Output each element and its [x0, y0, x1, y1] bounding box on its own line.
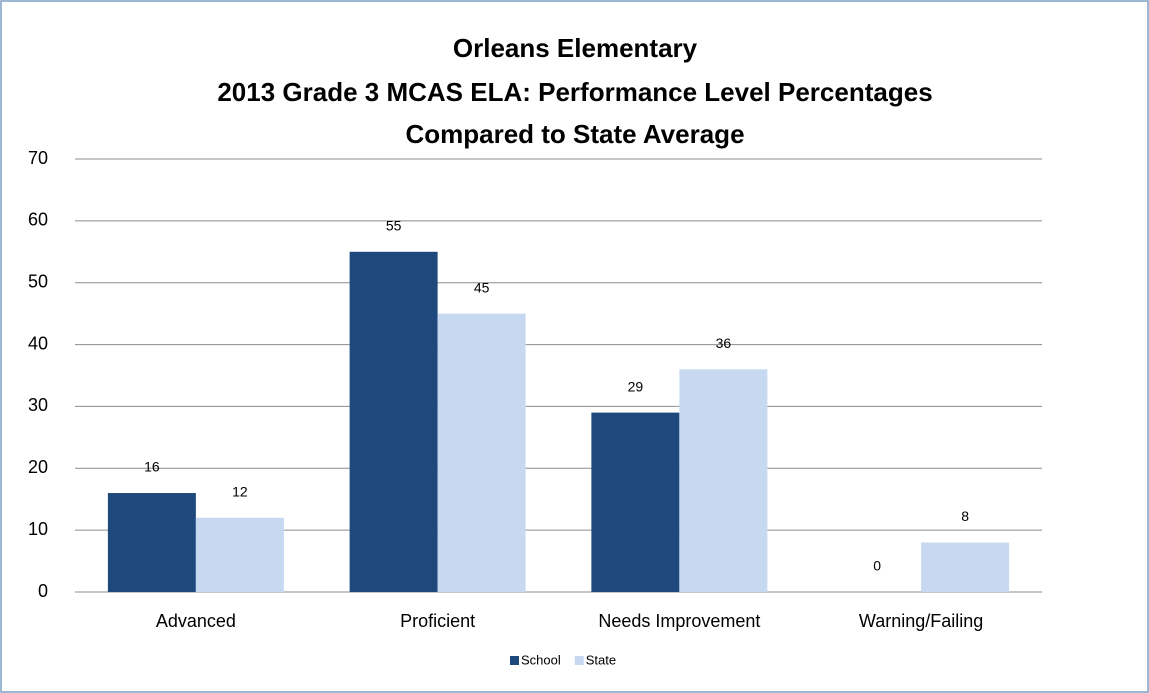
data-label: 8 [961, 508, 969, 524]
chart-title: 2013 Grade 3 MCAS ELA: Performance Level… [217, 77, 932, 107]
data-label: 36 [716, 335, 732, 351]
chart-title: Orleans Elementary [453, 33, 698, 63]
data-label: 12 [232, 483, 248, 499]
x-tick-label: Advanced [156, 611, 236, 631]
bar [107, 493, 196, 592]
data-label: 55 [386, 217, 402, 233]
y-tick-label: 70 [28, 148, 48, 168]
legend-swatch [510, 656, 519, 665]
y-tick-label: 60 [28, 210, 48, 230]
bar [349, 251, 438, 593]
x-tick-label: Warning/Failing [859, 611, 983, 631]
data-label: 45 [474, 279, 490, 295]
y-tick-label: 30 [28, 395, 48, 415]
data-label: 0 [873, 558, 881, 574]
y-tick-label: 40 [28, 333, 48, 353]
y-tick-label: 0 [38, 581, 48, 601]
bar [679, 369, 768, 592]
chart-title: Compared to State Average [405, 119, 744, 149]
data-label: 29 [628, 378, 644, 394]
legend-swatch [574, 656, 584, 665]
bar [195, 517, 284, 592]
y-tick-label: 50 [28, 271, 48, 291]
x-tick-label: Proficient [400, 611, 475, 631]
legend-label: State [586, 652, 616, 667]
legend-label: School [521, 652, 561, 667]
y-tick-label: 20 [28, 457, 48, 477]
x-tick-label: Needs Improvement [598, 611, 760, 631]
bar [437, 313, 526, 592]
bar [921, 542, 1010, 592]
data-label: 16 [144, 459, 160, 475]
y-tick-label: 10 [28, 519, 48, 539]
bar [591, 412, 680, 592]
